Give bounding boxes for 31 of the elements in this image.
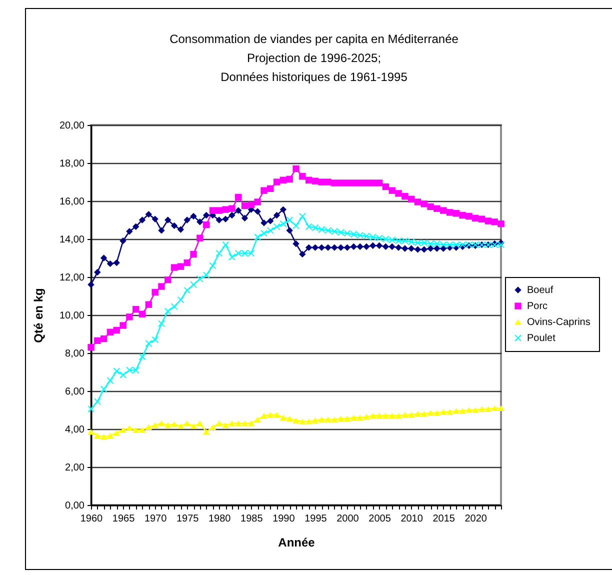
legend-label: Boeuf: [527, 285, 554, 296]
x-tick-label: 1985: [240, 514, 264, 524]
x-tick-label: 1975: [176, 514, 200, 524]
y-tick-label: 20,00: [59, 120, 85, 132]
x-tick-label: 1980: [208, 514, 232, 524]
x-tick-label: 2000: [336, 514, 360, 524]
x-tick-label: 2010: [400, 514, 424, 524]
y-tick-label: 0,00: [65, 500, 85, 512]
x-axis-title: Année: [278, 536, 316, 550]
y-axis-title: Qté en kg: [31, 288, 46, 343]
y-tick-label: 8,00: [65, 348, 85, 360]
x-tick-label: 1965: [112, 514, 136, 524]
x-tick-label: 2005: [368, 514, 392, 524]
x-tick-label: 2015: [432, 514, 456, 524]
y-tick-label: 4,00: [65, 424, 85, 436]
legend-label: Poulet: [527, 333, 556, 344]
x-tick-label: 1970: [144, 514, 168, 524]
y-tick-label: 12,00: [59, 272, 85, 284]
y-tick-label: 10,00: [59, 310, 85, 322]
y-tick-label: 16,00: [59, 196, 85, 208]
x-tick-label: 1995: [304, 514, 328, 524]
y-tick-label: 18,00: [59, 158, 85, 170]
y-tick-label: 2,00: [65, 462, 85, 474]
legend-label: Ovins-Caprins: [527, 317, 590, 328]
chart-title: Consommation de viandes per capita en Méditerranée Projection de 1996-2025; Données historiques de 1961-1995: [170, 32, 459, 84]
y-tick-label: 14,00: [59, 234, 85, 246]
x-tick-label: 1960: [80, 514, 104, 524]
x-tick-label: 1990: [272, 514, 296, 524]
legend-label: Porc: [527, 301, 548, 312]
y-tick-label: 6,00: [65, 386, 85, 398]
x-tick-label: 2020: [464, 514, 488, 524]
